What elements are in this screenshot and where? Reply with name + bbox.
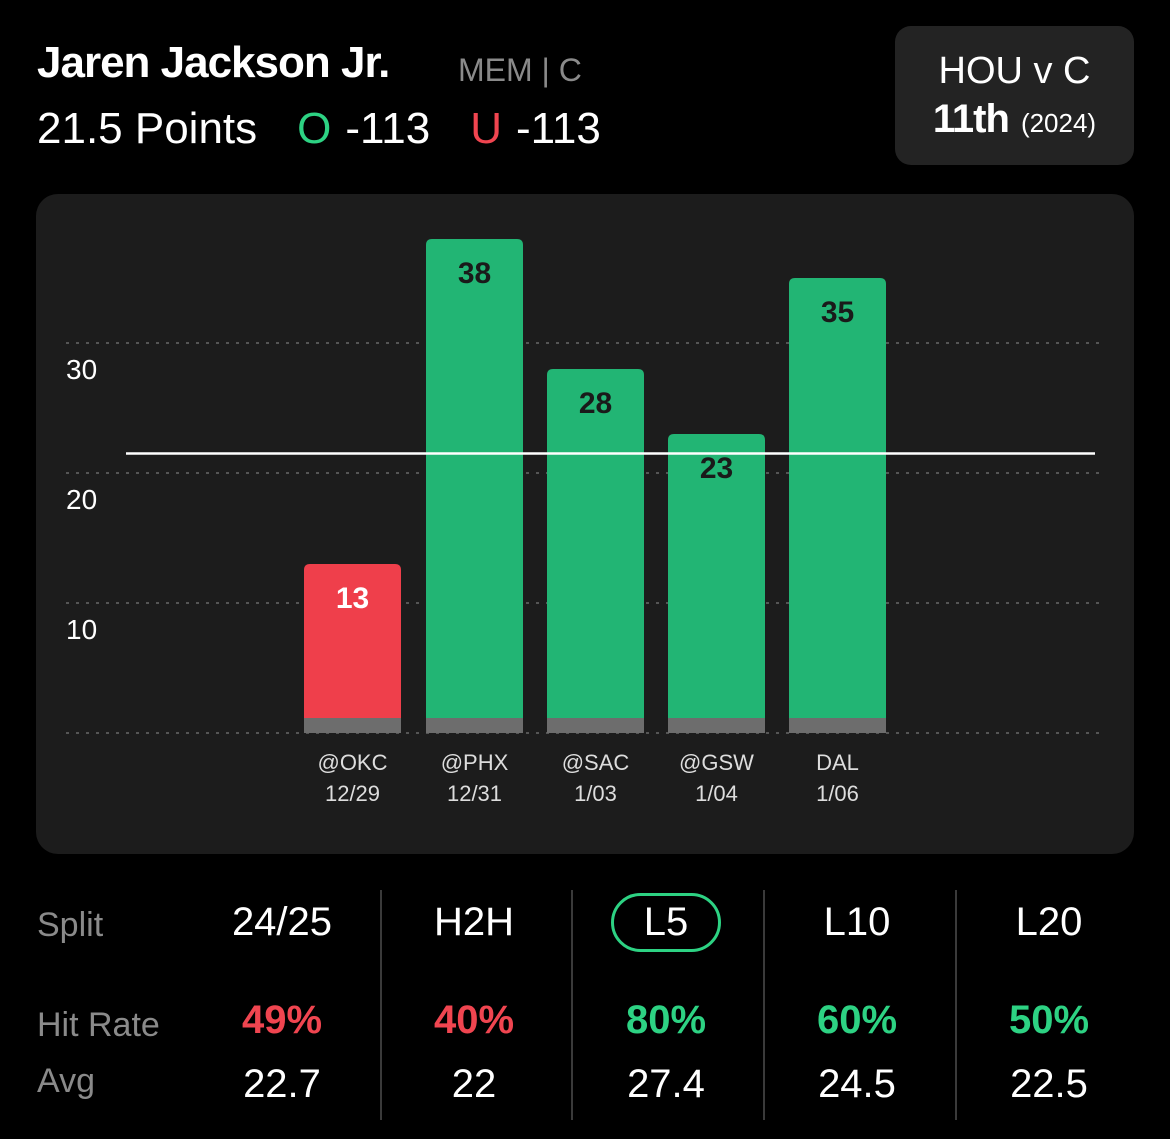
- matchup-rank: 11th: [932, 96, 1010, 141]
- bar-base: [426, 718, 523, 733]
- x-tick-opponent: DAL: [816, 750, 859, 775]
- hit-rate-value: 60%: [816, 998, 898, 1042]
- under-odds: -113: [515, 104, 601, 153]
- matchup-box[interactable]: HOU v C 11th (2024): [895, 26, 1134, 165]
- bar-gsw: [668, 434, 765, 733]
- avg-value: 22: [451, 1062, 497, 1106]
- y-tick-label: 20: [66, 484, 97, 515]
- x-tick-date: 1/06: [816, 781, 859, 806]
- bar-base: [547, 718, 644, 733]
- bar-value-label: 13: [336, 582, 369, 615]
- y-tick-label: 30: [66, 354, 97, 385]
- matchup-season: (2024): [1020, 107, 1097, 138]
- x-tick-date: 12/31: [447, 781, 502, 806]
- bar-dal: [789, 278, 886, 733]
- y-tick-label: 10: [66, 614, 97, 645]
- bar-phx: [426, 239, 523, 733]
- under-icon: U: [470, 104, 502, 153]
- x-tick-opponent: @GSW: [679, 750, 754, 775]
- split-tab-h2h[interactable]: H2H: [384, 900, 564, 945]
- bar-value-label: 28: [579, 387, 612, 420]
- column-divider: [955, 890, 957, 1120]
- player-name: Jaren Jackson Jr.: [37, 38, 390, 87]
- bar-okc: [304, 564, 401, 733]
- avg-value: 22.7: [243, 1062, 321, 1106]
- avg-value: 24.5: [818, 1062, 896, 1106]
- x-tick-date: 12/29: [325, 781, 380, 806]
- x-tick-date: 1/03: [574, 781, 617, 806]
- x-tick-date: 1/04: [695, 781, 738, 806]
- prop-line: 21.5 Points O -113 U -113: [37, 104, 641, 154]
- bar-base: [304, 718, 401, 733]
- hit-rate-value: 50%: [1008, 998, 1090, 1042]
- hit-rate-value: 49%: [241, 998, 323, 1042]
- bar-value-label: 35: [821, 296, 854, 329]
- x-tick-opponent: @OKC: [317, 750, 387, 775]
- split-tab-label: 24/25: [231, 900, 333, 944]
- over-icon: O: [297, 104, 332, 153]
- split-tab-label: H2H: [433, 900, 515, 944]
- game-log-chart: 10 20 30 13 @OKC 12/29 38 @PHX 12/31 28 @SAC 1/03 23…: [66, 239, 1104, 806]
- bar-base: [789, 718, 886, 733]
- avg-row-label: Avg: [37, 1062, 95, 1100]
- column-divider: [380, 890, 382, 1120]
- split-tab-label: L5: [610, 893, 722, 952]
- bar-sac: [547, 369, 644, 733]
- split-tab-24-25[interactable]: 24/25: [192, 900, 372, 945]
- over-odds: -113: [345, 104, 431, 153]
- hit-rate-value: 40%: [433, 998, 515, 1042]
- matchup-rank-row: 11th (2024): [933, 97, 1096, 142]
- bar-value-label: 38: [458, 257, 491, 290]
- avg-value: 22.5: [1010, 1062, 1088, 1106]
- hit-rate-value: 80%: [625, 998, 707, 1042]
- split-tab-l5[interactable]: L5: [576, 893, 756, 952]
- avg-value: 27.4: [627, 1062, 705, 1106]
- split-tab-label: L10: [823, 900, 891, 944]
- bar-value-label: 23: [700, 452, 733, 485]
- split-tab-l10[interactable]: L10: [767, 900, 947, 945]
- matchup-title: HOU v C: [938, 49, 1091, 92]
- chart-panel: 10 20 30 13 @OKC 12/29 38 @PHX 12/31 28 @SAC 1/03 23…: [36, 194, 1134, 854]
- x-tick-opponent: @PHX: [441, 750, 509, 775]
- split-tab-label: L20: [1015, 900, 1083, 944]
- splits-table: Split Hit Rate Avg 24/25 49% 22.7 H2H 40% 22 L…: [0, 870, 1170, 1139]
- split-tab-l20[interactable]: L20: [959, 900, 1139, 945]
- column-divider: [571, 890, 573, 1120]
- column-divider: [763, 890, 765, 1120]
- bar-base: [668, 718, 765, 733]
- prop-line-value: 21.5 Points: [37, 104, 258, 153]
- x-tick-opponent: @SAC: [562, 750, 630, 775]
- hit-rate-row-label: Hit Rate: [37, 1006, 160, 1044]
- team-position: MEM | C: [458, 52, 582, 88]
- split-row-label: Split: [37, 906, 104, 944]
